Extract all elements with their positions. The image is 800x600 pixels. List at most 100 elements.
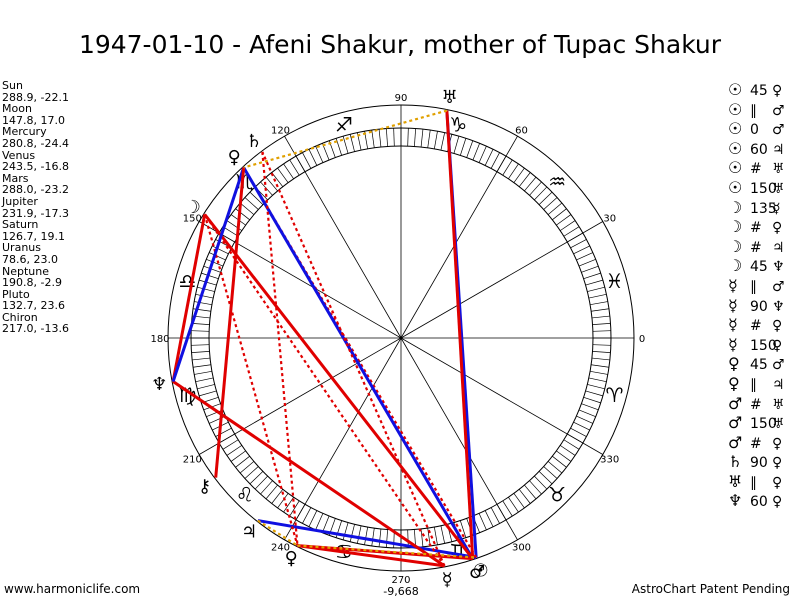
degree-tick	[513, 493, 525, 509]
degree-tick	[585, 279, 603, 286]
degree-tick	[490, 152, 500, 169]
position-value: 288.0, -23.2	[2, 183, 69, 197]
degree-tick	[191, 344, 210, 346]
aspect-planet-a: ☽	[728, 217, 743, 237]
aspect-line-mercury-neptune	[172, 380, 446, 568]
aspect-line-moon-mars	[203, 213, 474, 560]
aspect-row: ☿ 90 ♆	[728, 296, 785, 316]
aspect-row: ♆ 60 ♀	[728, 491, 785, 511]
division-spoke	[400, 221, 603, 339]
degree-tick	[588, 377, 607, 383]
degree-tick	[342, 136, 349, 154]
degree-tick	[484, 149, 494, 166]
degree-tick	[265, 176, 278, 192]
aspect-planet-a: ☽	[728, 256, 743, 276]
position-name: Pluto	[2, 287, 30, 301]
aspect-line-mercury-moon	[203, 213, 446, 567]
degree-tick	[592, 323, 611, 325]
aspect-type: 0	[750, 122, 759, 139]
aspect-list: ☉ 45 ♀ ☉ ∥ ♂ ☉ 0 ♂ ☉ 60 ♃ ☉ # ♅ ☉ 150♅ ☽ 135☿ ☽ # ♀ ☽ # ♃ ☽ 45 ♆ ☿ ∥ ♂…	[728, 80, 785, 511]
aspect-planet-b: ♀	[772, 318, 783, 335]
degree-tick	[534, 475, 548, 490]
degree-tick	[230, 450, 246, 462]
degree-label: 240	[271, 543, 290, 554]
degree-tick	[588, 293, 607, 299]
aspect-line-mars-pluto	[242, 166, 474, 560]
aspect-planet-a: ♀	[728, 373, 740, 393]
degree-tick	[191, 323, 210, 325]
aspect-type: #	[750, 239, 762, 256]
degree-tick	[349, 134, 355, 152]
aspect-row: ♀ 45 ♂	[728, 354, 785, 374]
aspect-planet-b: ♃	[772, 141, 785, 158]
degree-tick	[543, 197, 558, 210]
degree-tick	[212, 245, 229, 255]
aspect-planet-b: ♅	[772, 396, 785, 413]
degree-tick	[239, 461, 255, 474]
degree-tick	[552, 208, 567, 221]
degree-tick	[459, 520, 467, 538]
aspect-planet-a: ☉	[728, 158, 743, 178]
degree-tick	[289, 159, 300, 176]
position-name: Saturn	[2, 218, 39, 232]
degree-tick	[570, 427, 587, 437]
aspect-type: #	[750, 161, 762, 178]
degree-tick	[459, 138, 467, 156]
degree-tick	[427, 129, 431, 148]
footer-website[interactable]: www.harmoniclife.com	[4, 582, 141, 596]
degree-tick	[271, 489, 284, 504]
degree-label: 150	[183, 214, 202, 225]
degree-tick	[199, 390, 217, 397]
aspect-planet-b: ♂	[772, 122, 785, 139]
degree-tick	[543, 466, 558, 479]
degree-tick	[195, 293, 214, 299]
degree-tick	[407, 128, 409, 147]
degree-tick	[265, 484, 278, 500]
aspect-planet-a: ♅	[728, 471, 743, 491]
degree-tick	[529, 181, 542, 196]
aspect-planet-a: ♂	[728, 413, 743, 433]
degree-tick	[433, 131, 438, 149]
degree-tick	[254, 475, 268, 490]
degree-tick	[197, 384, 215, 390]
degree-tick	[590, 301, 608, 306]
degree-tick	[581, 403, 599, 411]
aspect-planet-b: ☿	[772, 200, 781, 217]
degree-tick	[308, 510, 318, 527]
degree-tick	[490, 507, 500, 524]
degree-tick	[199, 279, 217, 286]
aspect-type: ∥	[750, 376, 757, 393]
aspect-planet-b: ♀	[772, 494, 783, 511]
aspect-planet-a: ♀	[728, 354, 740, 374]
position-name: Mercury	[2, 125, 47, 139]
aspect-planet-b: ♅	[772, 416, 785, 433]
degree-tick	[206, 409, 224, 417]
position-name: Venus	[2, 148, 36, 162]
aspect-type: ∥	[750, 102, 757, 119]
aspect-type: 45	[750, 357, 768, 374]
degree-label: 90	[395, 93, 408, 104]
aspect-row: ♀ ∥ ♃	[728, 374, 785, 394]
degree-tick	[502, 500, 513, 517]
degree-tick	[386, 529, 388, 548]
position-value: 147.8, 17.0	[2, 113, 65, 127]
degree-tick	[478, 146, 487, 163]
position-value: 231.9, -17.3	[2, 206, 69, 220]
aspect-row: ♂ # ♀	[728, 433, 785, 453]
degree-tick	[191, 351, 210, 353]
degree-tick	[472, 143, 480, 161]
aspect-row: ☽ # ♀	[728, 217, 785, 237]
degree-tick	[559, 445, 576, 456]
degree-tick	[197, 286, 215, 292]
degree-tick	[195, 377, 214, 383]
degree-tick	[239, 202, 255, 215]
aspect-line-mars-uranus	[445, 110, 475, 559]
degree-tick	[587, 286, 605, 292]
degree-tick	[524, 484, 537, 500]
aspect-type: 135	[750, 200, 777, 217]
position-name: Jupiter	[2, 194, 38, 208]
degree-tick	[573, 245, 590, 255]
degree-tick	[322, 515, 330, 533]
degree-tick	[433, 527, 438, 545]
degree-tick	[235, 208, 250, 221]
